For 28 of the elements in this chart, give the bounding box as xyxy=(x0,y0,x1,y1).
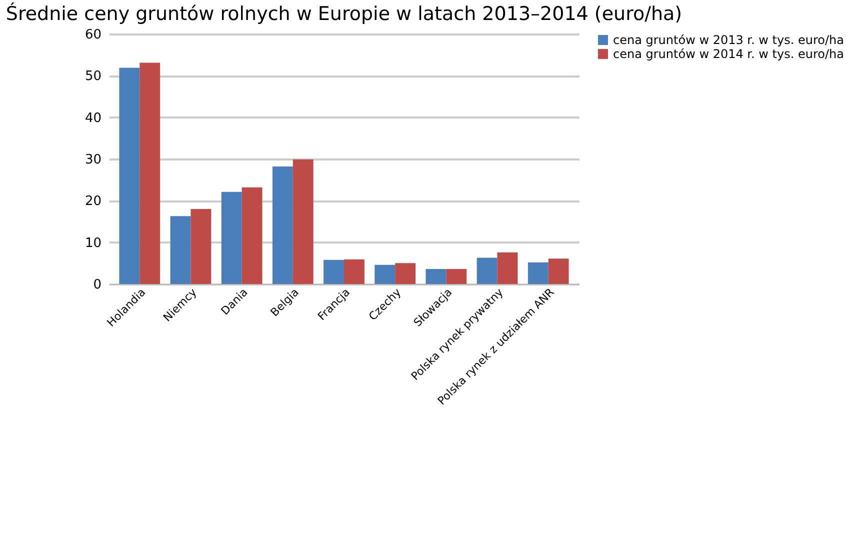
bar xyxy=(221,192,242,284)
bar xyxy=(119,68,140,284)
y-tick-label: 10 xyxy=(84,236,102,251)
legend-label: cena gruntów w 2013 r. w tys. euro/ha xyxy=(613,33,844,47)
y-tick-label: 40 xyxy=(84,110,102,126)
legend-label: cena gruntów w 2014 r. w tys. euro/ha xyxy=(613,47,844,61)
y-tick-label: 50 xyxy=(84,69,102,84)
bar xyxy=(170,216,191,284)
y-tick-label: 60 xyxy=(84,28,102,42)
bar xyxy=(324,260,344,284)
bar xyxy=(528,262,548,284)
bar xyxy=(374,264,396,284)
bar xyxy=(395,263,416,284)
bar xyxy=(272,166,293,284)
bar xyxy=(292,159,314,284)
bar xyxy=(476,258,498,284)
y-tick-label: 30 xyxy=(84,152,102,168)
y-tick-label: 0 xyxy=(93,278,102,292)
bar xyxy=(344,259,364,284)
bar xyxy=(426,269,446,284)
chart-title: Średnie ceny gruntów rolnych w Europie w latach 2013–2014 (euro/ha) xyxy=(6,2,682,25)
y-tick-label: 20 xyxy=(84,194,102,210)
bar xyxy=(446,269,467,284)
bar xyxy=(140,62,160,284)
bar xyxy=(497,252,518,284)
bar xyxy=(548,258,569,284)
bar xyxy=(242,187,262,284)
bar xyxy=(190,209,212,284)
